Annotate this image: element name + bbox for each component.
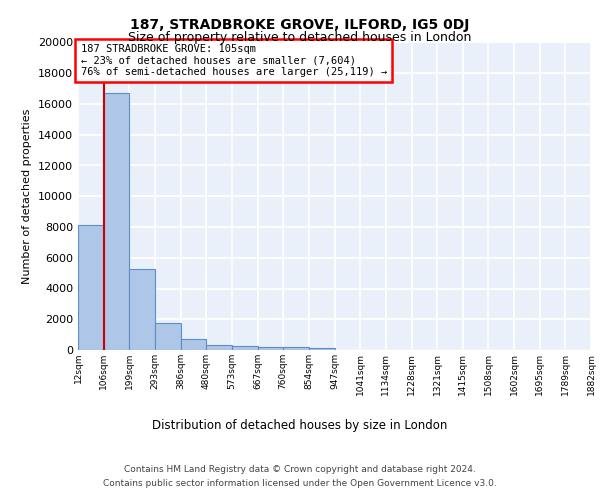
Bar [309,348,335,350]
Text: Size of property relative to detached houses in London: Size of property relative to detached ho… [128,31,472,44]
Text: 187, STRADBROKE GROVE, ILFORD, IG5 0DJ: 187, STRADBROKE GROVE, ILFORD, IG5 0DJ [130,18,470,32]
Bar [104,93,130,350]
Y-axis label: Number of detached properties: Number of detached properties [22,108,32,284]
Bar [155,323,181,350]
Bar [78,226,104,350]
Text: Distribution of detached houses by size in London: Distribution of detached houses by size … [152,420,448,432]
Bar [283,348,309,350]
Bar [257,347,283,350]
Text: 187 STRADBROKE GROVE: 105sqm
← 23% of detached houses are smaller (7,604)
76% of: 187 STRADBROKE GROVE: 105sqm ← 23% of de… [80,44,387,77]
Bar [206,346,232,350]
Text: Contains HM Land Registry data © Crown copyright and database right 2024.
Contai: Contains HM Land Registry data © Crown c… [103,466,497,487]
Bar [181,339,206,350]
Bar [130,268,155,350]
Bar [232,346,257,350]
